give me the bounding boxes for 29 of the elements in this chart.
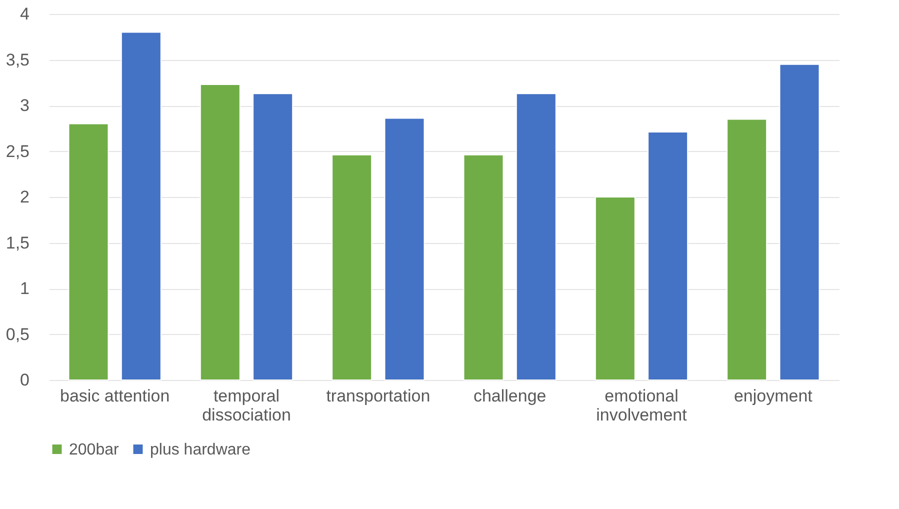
y-tick-label: 0,5 [6,324,30,344]
x-tick-label: challenge [473,386,546,406]
bar [200,84,240,380]
x-tick-label: transportation [326,386,430,406]
bar [648,132,688,380]
bar [779,64,820,380]
bar [463,154,504,380]
bar [252,93,294,380]
x-tick-label: enjoyment [734,386,813,406]
bar [120,32,162,380]
bar [516,93,556,380]
y-tick-label: 3 [20,96,30,115]
y-tick-label: 4 [20,4,30,24]
y-tick-label: 0 [20,370,30,390]
x-tick-label: emotional involvement [596,386,688,424]
bar [68,123,109,380]
bar [384,118,425,380]
y-tick-label: 1,5 [6,233,30,252]
legend-label: plus hardware [150,441,251,458]
y-tick-label: 3,5 [6,50,30,70]
y-tick-label: 1 [20,279,30,298]
y-tick-label: 2 [20,188,30,206]
legend-label: 200bar [69,441,120,458]
bar [726,118,768,380]
y-tick-label: 2,5 [6,142,30,161]
bar [332,154,372,380]
x-tick-label: temporal dissociation [202,386,291,424]
bar [594,196,636,380]
x-tick-label: basic attention [60,386,170,406]
